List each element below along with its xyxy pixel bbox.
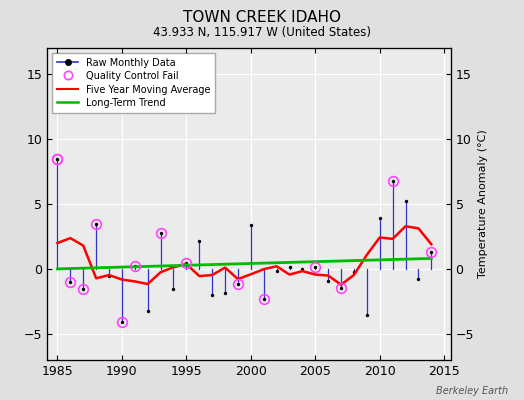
Point: [66, 279, 74, 285]
Legend: Raw Monthly Data, Quality Control Fail, Five Year Moving Average, Long-Term Tren: Raw Monthly Data, Quality Control Fail, …: [52, 53, 215, 113]
Point: [350, 269, 358, 276]
Point: [388, 178, 397, 184]
Point: [401, 198, 410, 205]
Text: Berkeley Earth: Berkeley Earth: [436, 386, 508, 396]
Y-axis label: Temperature Anomaly (°C): Temperature Anomaly (°C): [478, 130, 488, 278]
Point: [247, 222, 255, 229]
Point: [182, 260, 191, 266]
Point: [144, 308, 152, 314]
Point: [221, 290, 229, 296]
Point: [169, 286, 178, 292]
Point: [118, 319, 126, 325]
Point: [363, 312, 371, 318]
Point: [234, 280, 242, 287]
Point: [259, 295, 268, 302]
Point: [130, 263, 139, 269]
Point: [79, 285, 88, 292]
Point: [272, 268, 281, 274]
Point: [311, 264, 320, 270]
Point: [208, 292, 216, 298]
Point: [156, 230, 165, 236]
Point: [414, 276, 422, 282]
Text: TOWN CREEK IDAHO: TOWN CREEK IDAHO: [183, 10, 341, 25]
Point: [298, 266, 307, 272]
Point: [285, 264, 293, 271]
Point: [53, 155, 62, 162]
Point: [376, 215, 384, 221]
Point: [195, 238, 203, 244]
Point: [427, 249, 435, 255]
Point: [337, 285, 345, 291]
Point: [105, 272, 113, 279]
Point: [324, 278, 332, 284]
Point: [92, 220, 100, 227]
Text: 43.933 N, 115.917 W (United States): 43.933 N, 115.917 W (United States): [153, 26, 371, 39]
